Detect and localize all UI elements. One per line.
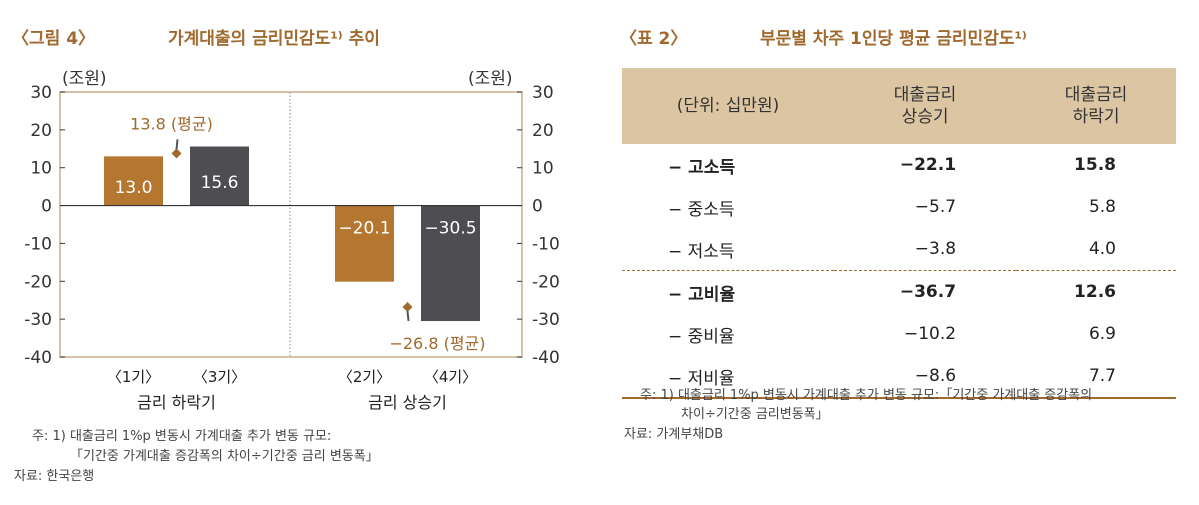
y-tick-right: 10 [532,159,554,179]
y-tick-right: 30 [532,83,554,103]
x-category: 〈2기〉 [338,368,391,386]
row-label: − 고비율 [622,270,834,313]
sensitivity-table: (단위: 십만원) 대출금리 상승기 대출금리 하락기 − 고소득 −22.1 15… [622,68,1176,399]
y-tick-right: 0 [532,197,543,217]
table-row: − 저소득 −3.8 4.0 [622,228,1176,271]
average-label: 13.8 (평균) [130,114,213,133]
table-note-2: 차이÷기간중 금리변동폭」 [681,407,829,422]
header-falling: 대출금리 하락기 [1016,68,1176,144]
y-tick-right: 20 [532,121,554,141]
bar-label: 15.6 [201,173,239,193]
rising-value: −10.2 [903,324,957,344]
y-tick-right: -30 [532,310,560,330]
row-label: − 중비율 [668,326,735,347]
bar [104,156,163,206]
x-category: 〈4기〉 [424,368,477,386]
average-leader [175,139,179,150]
x-group-label: 금리 상승기 [368,393,447,412]
average-leader [406,310,410,322]
y-tick-left: 30 [30,83,52,103]
row-label: − 저비율 [622,355,834,399]
rising-value: −36.7 [834,270,1017,313]
table-row: − 중비율 −10.2 6.9 [622,313,1176,355]
table-note-1: 주: 1) 대출금리 1%p 변동시 가계대출 추가 변동 규모:「기간중 가계… [640,388,1093,403]
bar [190,146,249,206]
falling-value: 5.8 [1088,197,1116,217]
bar [335,205,394,282]
y-tick-right: -20 [532,272,560,292]
y-tick-left: 10 [30,159,52,179]
x-category: 〈1기〉 [107,368,160,386]
bar-label: −20.1 [338,219,390,239]
unit-left: (조원) [62,69,107,89]
figure-note-1: 주: 1) 대출금리 1%p 변동시 가계대출 추가 변동 규모: [32,429,332,444]
y-tick-left: -30 [24,310,52,330]
y-tick-left: 0 [41,197,52,217]
y-tick-left: -20 [24,272,52,292]
average-marker [402,302,413,313]
figure-note-2: 「기간중 가계대출 증감폭의 차이÷기간중 금리 변동폭」 [70,449,379,464]
bar-chart: 30 30 20 20 10 10 0 0 -10 -10 -20 -20 -30 -30 -40 -40 13… [24,83,560,412]
falling-value: 7.7 [1016,355,1176,399]
x-category: 〈3기〉 [193,368,246,386]
figure-source: 자료: 한국은행 [14,469,95,484]
row-label: − 중소득 [668,199,735,220]
bar-label: −30.5 [424,219,476,239]
y-tick-left: -10 [24,234,52,254]
figure-title: 가계대출의 금리민감도¹⁾ 추이 [168,29,380,49]
y-tick-left: 20 [30,121,52,141]
table-row: − 중소득 −5.7 5.8 [622,186,1176,228]
y-tick-left: -40 [24,348,52,368]
table-title: 부문별 차주 1인당 평균 금리민감도¹⁾ [760,29,1027,49]
falling-value: 12.6 [1016,270,1176,313]
row-label: − 고소득 [668,157,736,178]
header-unit: (단위: 십만원) [622,68,834,144]
figure-label: 〈그림 4〉 [12,29,96,49]
falling-value: 4.0 [1088,239,1116,259]
unit-right: (조원) [468,69,513,89]
bar-label: 13.0 [115,178,153,198]
rising-value: −8.6 [834,355,1017,399]
row-label: − 저소득 [668,241,735,262]
average-label: −26.8 (평균) [389,334,485,353]
bar [421,205,480,322]
x-group-label: 금리 하락기 [137,393,216,412]
y-tick-right: -10 [532,234,560,254]
falling-value: 15.8 [1074,155,1116,175]
average-marker [171,148,182,159]
y-tick-right: -40 [532,348,560,368]
table-row: − 저비율 −8.6 7.7 [622,355,1176,399]
table-row: − 고비율 −36.7 12.6 [622,270,1176,313]
table-row: − 고소득 −22.1 15.8 [622,144,1176,186]
table-label: 〈표 2〉 [620,29,688,49]
plot-frame [59,91,523,358]
table-source: 자료: 가계부채DB [624,427,724,442]
rising-value: −22.1 [899,155,957,175]
header-rising: 대출금리 상승기 [834,68,1017,144]
rising-value: −3.8 [914,239,957,259]
rising-value: −5.7 [914,197,957,217]
falling-value: 6.9 [1088,324,1116,344]
